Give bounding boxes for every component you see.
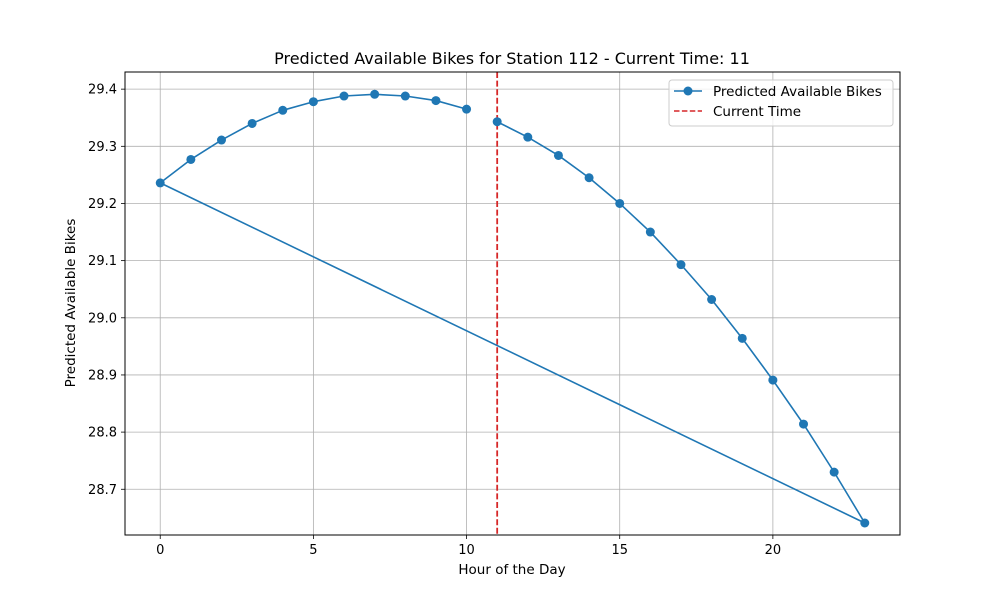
data-point <box>216 135 226 145</box>
y-tick-label: 29.4 <box>88 83 117 98</box>
y-tick-label: 29.0 <box>88 311 117 326</box>
x-axis-ticks: 0 5 10 15 20 <box>156 535 781 558</box>
data-point <box>768 375 778 385</box>
data-point <box>523 132 533 142</box>
x-tick-label: 15 <box>611 543 628 558</box>
data-point <box>462 104 472 114</box>
data-point <box>186 154 196 164</box>
data-point <box>645 227 655 237</box>
data-point <box>707 294 717 304</box>
data-point <box>400 91 410 101</box>
y-tick-label: 28.8 <box>88 426 117 441</box>
chart-title: Predicted Available Bikes for Station 11… <box>274 49 750 68</box>
data-point <box>553 150 563 160</box>
y-tick-label: 29.2 <box>88 197 117 212</box>
legend-label-series: Predicted Available Bikes <box>713 84 882 100</box>
data-point <box>676 260 686 270</box>
data-point <box>492 117 502 127</box>
y-axis-ticks: 28.7 28.8 28.9 29.0 29.1 29.2 29.3 29.4 <box>88 83 125 498</box>
y-axis-label: Predicted Available Bikes <box>63 219 79 388</box>
x-tick-label: 10 <box>458 543 475 558</box>
data-point <box>737 333 747 343</box>
data-point <box>247 118 257 128</box>
data-point <box>370 89 380 99</box>
grid <box>125 72 900 535</box>
data-point <box>799 419 809 429</box>
y-tick-label: 29.3 <box>88 140 117 155</box>
data-point <box>155 178 165 188</box>
legend-series-marker <box>683 86 693 96</box>
data-point <box>860 518 870 528</box>
series-line <box>159 93 866 524</box>
data-point <box>584 173 594 183</box>
data-point <box>431 96 441 106</box>
x-axis-label: Hour of the Day <box>458 562 565 578</box>
series-layer <box>155 89 870 528</box>
y-tick-label: 28.9 <box>88 368 117 383</box>
y-tick-label: 29.1 <box>88 254 117 269</box>
x-tick-label: 5 <box>309 543 317 558</box>
x-tick-label: 20 <box>765 543 782 558</box>
legend: Predicted Available Bikes Current Time <box>668 79 894 127</box>
x-tick-label: 0 <box>156 543 164 558</box>
plot-area-frame <box>124 71 901 536</box>
data-point <box>339 91 349 101</box>
data-point <box>308 97 318 107</box>
data-point <box>829 467 839 477</box>
legend-box <box>668 79 894 127</box>
y-tick-label: 28.7 <box>88 483 117 498</box>
legend-label-current-time: Current Time <box>713 104 801 120</box>
data-point <box>278 105 288 115</box>
data-point <box>615 198 625 208</box>
